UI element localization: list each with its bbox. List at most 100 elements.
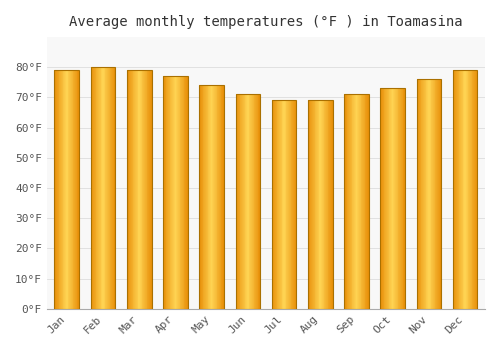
Bar: [354, 94, 355, 309]
Bar: [176, 76, 177, 309]
Bar: [398, 89, 399, 309]
Bar: [136, 70, 138, 309]
Bar: [218, 85, 219, 309]
Bar: [98, 67, 99, 309]
Bar: [181, 76, 182, 309]
Bar: [390, 89, 391, 309]
Bar: [453, 70, 477, 309]
Bar: [139, 70, 140, 309]
Bar: [163, 76, 188, 309]
Bar: [438, 79, 440, 309]
Bar: [75, 70, 76, 309]
Bar: [355, 94, 356, 309]
Bar: [56, 70, 57, 309]
Bar: [274, 100, 275, 309]
Bar: [324, 100, 325, 309]
Bar: [107, 67, 108, 309]
Bar: [215, 85, 216, 309]
Bar: [169, 76, 170, 309]
Bar: [145, 70, 146, 309]
Bar: [348, 94, 349, 309]
Bar: [70, 70, 71, 309]
Bar: [112, 67, 113, 309]
Bar: [386, 89, 387, 309]
Bar: [387, 89, 388, 309]
Bar: [111, 67, 112, 309]
Bar: [204, 85, 205, 309]
Bar: [362, 94, 363, 309]
Bar: [279, 100, 280, 309]
Bar: [308, 100, 309, 309]
Bar: [202, 85, 203, 309]
Bar: [127, 70, 128, 309]
Bar: [72, 70, 74, 309]
Bar: [174, 76, 176, 309]
Bar: [360, 94, 362, 309]
Bar: [356, 94, 358, 309]
Bar: [276, 100, 278, 309]
Bar: [460, 70, 461, 309]
Bar: [349, 94, 350, 309]
Bar: [244, 94, 246, 309]
Bar: [427, 79, 428, 309]
Bar: [183, 76, 184, 309]
Bar: [252, 94, 253, 309]
Bar: [453, 70, 454, 309]
Bar: [455, 70, 456, 309]
Bar: [470, 70, 471, 309]
Bar: [464, 70, 465, 309]
Bar: [428, 79, 429, 309]
Bar: [103, 67, 104, 309]
Bar: [184, 76, 186, 309]
Bar: [433, 79, 434, 309]
Bar: [222, 85, 223, 309]
Bar: [367, 94, 368, 309]
Bar: [246, 94, 247, 309]
Bar: [283, 100, 284, 309]
Bar: [99, 67, 100, 309]
Bar: [209, 85, 210, 309]
Bar: [425, 79, 426, 309]
Bar: [54, 70, 56, 309]
Bar: [346, 94, 348, 309]
Bar: [327, 100, 328, 309]
Bar: [255, 94, 256, 309]
Bar: [382, 89, 383, 309]
Bar: [321, 100, 322, 309]
Bar: [461, 70, 462, 309]
Bar: [358, 94, 359, 309]
Bar: [60, 70, 61, 309]
Bar: [388, 89, 390, 309]
Bar: [311, 100, 312, 309]
Bar: [62, 70, 64, 309]
Bar: [289, 100, 290, 309]
Bar: [458, 70, 460, 309]
Bar: [436, 79, 437, 309]
Title: Average monthly temperatures (°F ) in Toamasina: Average monthly temperatures (°F ) in To…: [69, 15, 462, 29]
Bar: [416, 79, 418, 309]
Bar: [167, 76, 168, 309]
Bar: [150, 70, 152, 309]
Bar: [381, 89, 382, 309]
Bar: [294, 100, 296, 309]
Bar: [380, 89, 405, 309]
Bar: [384, 89, 386, 309]
Bar: [397, 89, 398, 309]
Bar: [131, 70, 132, 309]
Bar: [166, 76, 167, 309]
Bar: [65, 70, 66, 309]
Bar: [236, 94, 237, 309]
Bar: [400, 89, 401, 309]
Bar: [240, 94, 242, 309]
Bar: [316, 100, 317, 309]
Bar: [220, 85, 222, 309]
Bar: [172, 76, 173, 309]
Bar: [130, 70, 131, 309]
Bar: [248, 94, 250, 309]
Bar: [328, 100, 330, 309]
Bar: [392, 89, 394, 309]
Bar: [437, 79, 438, 309]
Bar: [290, 100, 292, 309]
Bar: [61, 70, 62, 309]
Bar: [352, 94, 353, 309]
